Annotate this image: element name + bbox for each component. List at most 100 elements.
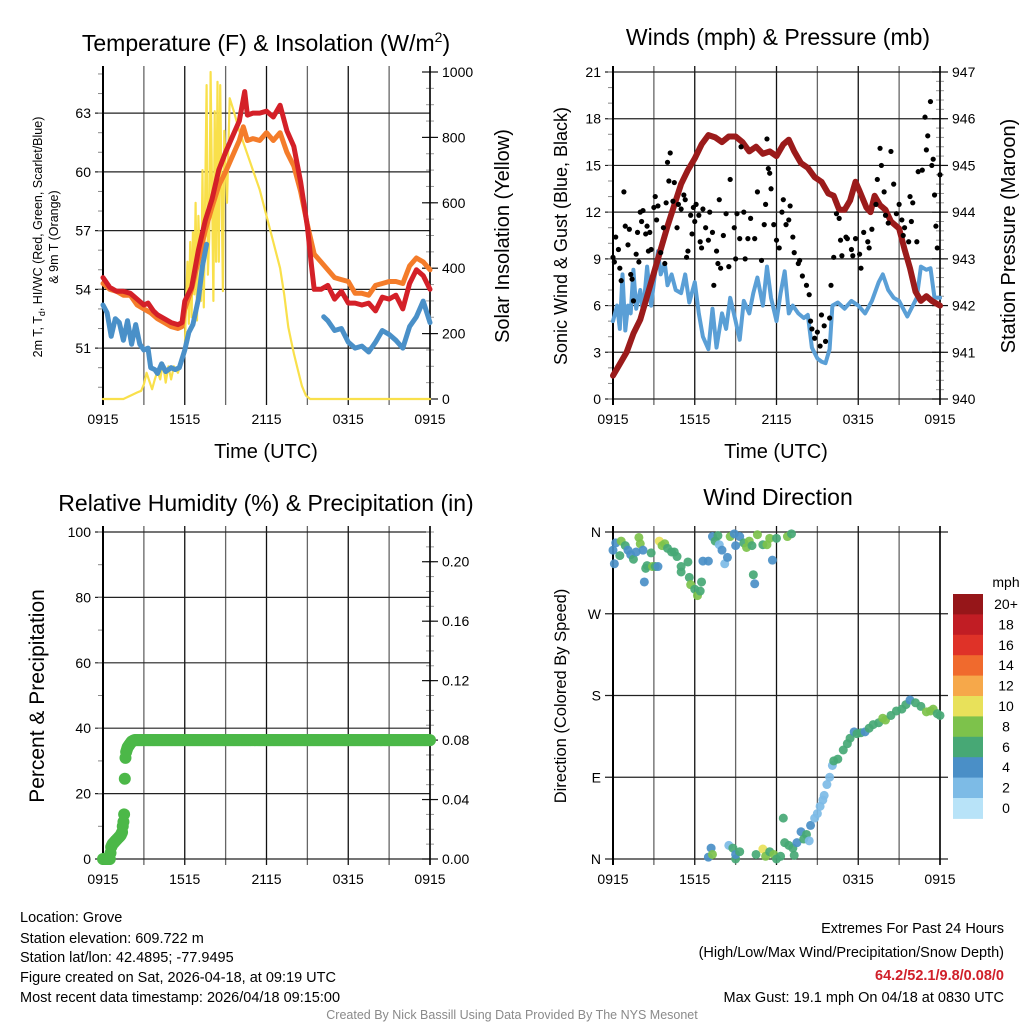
figure-created-text: Figure created on Sat, 2026-04-18, at 09… — [20, 970, 336, 986]
colorbar-label: 14 — [998, 657, 1014, 673]
dewpoint-line — [100, 241, 433, 376]
gust-point — [891, 181, 897, 187]
colorbar-label: 10 — [998, 698, 1014, 714]
gust-point — [873, 201, 879, 207]
gust-point — [893, 211, 900, 217]
gust-point — [919, 167, 925, 173]
wind-direction-point — [683, 557, 693, 567]
gust-point — [651, 204, 657, 211]
wind-direction-point — [748, 570, 758, 580]
colorbar-label: 8 — [1002, 718, 1010, 734]
insolation-y2-axis-label: Solar Insolation (Yellow) — [492, 129, 514, 343]
gust-point — [866, 245, 872, 251]
gust-point — [662, 260, 668, 267]
gust-point — [742, 256, 748, 262]
wind-direction-point — [707, 849, 717, 859]
gust-point — [713, 248, 720, 254]
gust-point — [685, 248, 691, 254]
gust-point — [720, 232, 726, 239]
gust-point — [900, 232, 906, 239]
colorbar-label: 18 — [998, 616, 1014, 632]
gust-point — [741, 209, 747, 215]
gust-point — [812, 335, 818, 341]
wind-direction-point — [845, 733, 855, 743]
y-tick-label: 54 — [75, 281, 91, 297]
y-tick-label: 40 — [75, 720, 91, 736]
y2-tick-label: 0 — [442, 391, 450, 407]
y-tick-label: 3 — [593, 344, 601, 360]
gust-point — [628, 271, 634, 278]
x-tick-label: 2115 — [251, 871, 281, 887]
gust-point — [618, 278, 624, 284]
wind-direction-point — [772, 533, 781, 543]
x-tick-label: 0915 — [924, 871, 955, 887]
wind-direction-point — [804, 836, 814, 846]
gust-point — [818, 312, 825, 318]
y2-tick-label: 945 — [952, 157, 976, 173]
gust-point — [667, 150, 673, 156]
y2-tick-label: 943 — [952, 251, 976, 267]
y-tick-label: 21 — [585, 64, 601, 80]
gust-point — [852, 236, 859, 242]
gust-point — [693, 201, 699, 207]
gust-point — [915, 169, 921, 175]
gust-point — [758, 257, 765, 264]
wind-direction-point — [776, 851, 786, 861]
gust-point — [689, 231, 695, 237]
winds-chart-title: Winds (mph) & Pressure (mb) — [626, 24, 930, 50]
colorbar-swatch — [953, 594, 983, 615]
gust-point — [630, 298, 637, 304]
winds-y-axis-label: Sonic Wind & Gust (Blue, Black) — [551, 107, 571, 365]
gust-point — [644, 223, 650, 229]
x-tick-label: 2115 — [761, 871, 791, 887]
gust-point — [780, 197, 786, 203]
y-tick-label: W — [588, 606, 602, 622]
humidity-y-axis-label: Percent & Precipitation — [26, 589, 49, 803]
extremes-legend: (High/Low/Max Wind/Precipitation/Snow De… — [699, 945, 1004, 961]
max-gust-text: Max Gust: 19.1 mph On 04/18 at 0830 UTC — [724, 990, 1004, 1006]
gust-point — [733, 256, 739, 262]
y-tick-label: 80 — [75, 589, 91, 605]
gust-point — [899, 217, 905, 223]
gust-point — [647, 229, 653, 235]
wind-direction-point — [684, 572, 694, 582]
wind-direction-point — [713, 531, 723, 541]
y2-tick-label: 1000 — [442, 64, 473, 80]
gust-point — [696, 212, 702, 218]
gust-point — [731, 225, 737, 231]
gust-point — [768, 186, 774, 192]
gust-point — [836, 215, 842, 221]
gust-point — [791, 250, 797, 256]
gust-point — [885, 220, 891, 226]
gust-point — [907, 193, 913, 200]
gust-point — [610, 254, 616, 260]
humidity-plot: 0.00 0.04 0.08 0.12 0.16 0.20 0 20 40 60 80 100 0915… — [68, 524, 470, 887]
wind-direction-point — [703, 556, 713, 566]
y2-tick-label: 0.00 — [442, 851, 469, 867]
gust-point — [767, 170, 773, 176]
gust-point — [671, 179, 677, 186]
y2-tick-label: 944 — [952, 204, 976, 220]
gust-point — [765, 165, 771, 172]
gust-point — [786, 217, 792, 223]
y-tick-label: 18 — [585, 111, 601, 127]
winds-plot: 940 941 942 943 944 945 946 947 0 3 6 9 12 15 18 21 0915… — [585, 64, 975, 427]
y2-tick-label: 941 — [952, 344, 976, 360]
x-tick-label: 0915 — [414, 411, 445, 427]
gust-point — [906, 239, 912, 245]
y-tick-label: 51 — [75, 340, 91, 356]
wind-direction-point — [789, 850, 799, 860]
x-tick-label: 1515 — [169, 411, 200, 427]
x-tick-label: 0915 — [87, 871, 118, 887]
gust-point — [748, 215, 754, 221]
colorbar-label: 0 — [1002, 800, 1010, 816]
gust-point — [658, 250, 664, 256]
gust-point — [683, 254, 690, 260]
gust-point — [787, 203, 793, 209]
gust-point — [697, 239, 703, 245]
wind-direction-point — [628, 554, 638, 564]
colorbar-label: 2 — [1002, 780, 1010, 796]
x-tick-label: 1515 — [679, 871, 710, 887]
gust-point — [688, 212, 694, 218]
